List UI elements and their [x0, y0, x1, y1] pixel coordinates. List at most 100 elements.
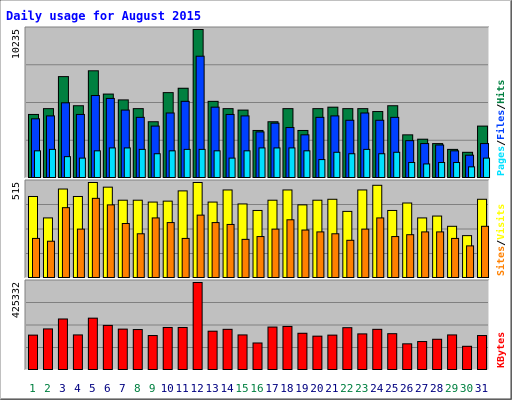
bar-sites-day-22	[346, 239, 355, 278]
bar-kbytes-day-21	[327, 334, 338, 370]
legend-visits: Visits	[495, 204, 507, 240]
bar-kbytes-day-10	[162, 326, 173, 371]
bar-sites-day-5	[91, 197, 100, 279]
bar-sites-day-2	[46, 240, 55, 278]
bar-sites-day-8	[136, 233, 145, 278]
x-tick-label-day-4: 4	[74, 382, 81, 395]
bar-kbytes-day-14	[222, 328, 233, 370]
x-tick-label-day-10: 10	[161, 382, 174, 395]
bar-kbytes-day-12	[192, 282, 203, 370]
bar-pages-day-20	[318, 159, 326, 178]
bar-kbytes-day-7	[117, 328, 128, 371]
bar-sites-day-25	[391, 236, 400, 279]
bar-kbytes-day-20	[312, 335, 323, 370]
bar-sites-day-27	[421, 231, 430, 278]
bar-pages-day-18	[288, 147, 296, 179]
x-tick-label-day-24: 24	[370, 382, 384, 395]
legend-separator: /	[496, 104, 507, 110]
bar-pages-day-1	[34, 150, 41, 179]
bar-kbytes-day-23	[357, 333, 368, 370]
x-tick-label-day-30: 30	[460, 382, 473, 395]
bar-pages-day-24	[378, 153, 386, 178]
x-tick-label-day-31: 31	[475, 382, 488, 395]
bar-sites-day-18	[286, 219, 295, 278]
x-tick-label-day-20: 20	[310, 382, 323, 395]
bar-kbytes-day-27	[417, 341, 428, 371]
bar-pages-day-3	[63, 156, 71, 178]
bar-kbytes-day-6	[102, 324, 113, 371]
bar-kbytes-day-28	[432, 338, 443, 370]
bar-sites-day-4	[76, 228, 85, 279]
bar-pages-day-19	[303, 150, 311, 179]
bar-kbytes-day-9	[147, 335, 158, 370]
bar-pages-day-11	[183, 148, 191, 178]
bar-pages-day-2	[48, 148, 56, 178]
panel-legend-kbytes: KBytes	[496, 332, 507, 368]
bar-sites-day-10	[166, 222, 175, 278]
x-tick-label-day-8: 8	[134, 382, 141, 395]
legend-kbytes: KBytes	[496, 332, 507, 368]
bar-pages-day-22	[348, 153, 356, 178]
x-tick-label-day-5: 5	[89, 382, 96, 395]
bar-pages-day-7	[123, 147, 131, 179]
bar-sites-day-23	[361, 228, 370, 279]
bar-pages-day-31	[483, 157, 491, 179]
legend-hits: Hits	[495, 80, 507, 104]
x-tick-label-day-29: 29	[445, 382, 458, 395]
bar-kbytes-day-24	[372, 328, 383, 370]
x-tick-label-day-2: 2	[44, 382, 51, 395]
x-tick-label-day-23: 23	[355, 382, 368, 395]
legend-sites: Sites	[495, 246, 507, 276]
bar-kbytes-day-5	[87, 317, 98, 370]
bar-sites-day-30	[466, 245, 475, 279]
chart-title: Daily usage for August 2015	[6, 9, 201, 23]
bar-sites-day-7	[121, 223, 130, 278]
bar-sites-day-17	[271, 228, 280, 279]
bar-kbytes-day-1	[28, 334, 38, 370]
bar-kbytes-day-31	[477, 335, 488, 370]
bar-pages-day-27	[423, 163, 431, 178]
bar-sites-day-20	[316, 231, 325, 278]
bar-kbytes-day-29	[447, 334, 458, 371]
bar-pages-day-23	[363, 148, 371, 178]
bar-pages-day-28	[438, 161, 446, 179]
bar-kbytes-day-2	[42, 328, 53, 371]
bar-pages-day-13	[213, 150, 221, 179]
bar-sites-day-3	[61, 207, 70, 279]
legend-separator: /	[496, 240, 507, 246]
bar-pages-day-14	[228, 157, 236, 179]
bar-pages-day-12	[198, 148, 206, 178]
bar-pages-day-26	[408, 161, 416, 179]
legend-pages: Pages	[496, 146, 507, 176]
legend-files: Files	[495, 110, 507, 140]
bar-sites-day-19	[301, 229, 310, 278]
panel-max-label-kbytes: 425332	[11, 282, 22, 318]
x-tick-label-day-22: 22	[340, 382, 353, 395]
bar-pages-day-29	[453, 161, 461, 179]
bar-pages-day-15	[243, 150, 251, 179]
x-tick-label-day-18: 18	[280, 382, 293, 395]
legend-separator: /	[496, 140, 507, 146]
panel-max-label-hits_files_pages: 10235	[11, 29, 22, 59]
bar-sites-day-31	[481, 225, 490, 279]
bar-sites-day-15	[241, 238, 250, 278]
x-tick-label-day-12: 12	[191, 382, 204, 395]
bar-pages-day-17	[273, 147, 281, 179]
x-tick-label-day-25: 25	[385, 382, 398, 395]
bar-sites-day-6	[106, 204, 115, 278]
x-tick-label-day-27: 27	[415, 382, 428, 395]
x-tick-label-day-17: 17	[265, 382, 278, 395]
bar-kbytes-day-22	[342, 327, 353, 370]
bar-sites-day-9	[151, 217, 160, 279]
panel-max-label-visits_sites: 515	[11, 182, 22, 200]
x-tick-label-day-28: 28	[430, 382, 443, 395]
panel-legend-visits_sites: Sites/Visits	[495, 204, 507, 276]
panel-legend-hits_files_pages: Pages/Files/Hits	[495, 80, 507, 176]
bar-kbytes-day-18	[282, 325, 293, 371]
bar-kbytes-day-15	[237, 334, 248, 371]
x-tick-label-day-16: 16	[250, 382, 263, 395]
x-tick-label-day-3: 3	[59, 382, 66, 395]
bar-kbytes-day-4	[72, 334, 83, 371]
